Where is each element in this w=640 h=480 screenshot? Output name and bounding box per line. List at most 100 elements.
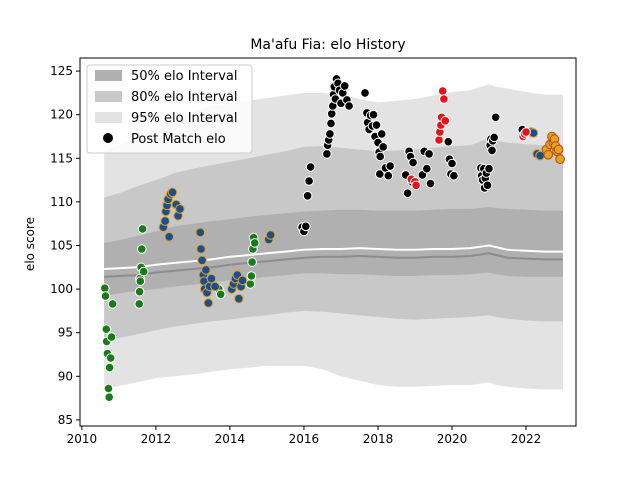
x-tick-label: 2014 [215, 432, 246, 446]
elo-point [210, 281, 220, 292]
elo-point [408, 157, 418, 168]
y-tick-label: 125 [50, 64, 73, 78]
elo-point [247, 257, 257, 267]
elo-point [424, 149, 434, 159]
elo-point [167, 187, 178, 198]
legend-swatch-95 [95, 112, 122, 123]
elo-point [434, 135, 444, 145]
x-tick-label: 2022 [511, 432, 542, 446]
legend-swatch-50 [95, 70, 122, 81]
elo-point [371, 120, 382, 130]
elo-point [137, 224, 148, 234]
elo-point [134, 299, 144, 309]
x-tick-label: 2018 [363, 432, 394, 446]
elo-point [107, 299, 118, 309]
elo-point [378, 142, 389, 152]
elo-point [376, 129, 387, 139]
elo-point [385, 161, 396, 171]
elo-point [160, 216, 170, 226]
elo-point [100, 283, 110, 294]
y-tick-label: 85 [58, 413, 73, 427]
elo-point [360, 88, 370, 98]
median-line [104, 244, 563, 270]
legend-box [86, 64, 253, 154]
elo-point [100, 291, 111, 301]
elo-point [234, 293, 244, 304]
legend-swatch-80 [95, 91, 122, 102]
elo-point [305, 162, 316, 172]
legend-label-80: 80% elo Interval [131, 90, 238, 105]
y-tick-label: 90 [58, 369, 73, 383]
elo-point [245, 279, 256, 289]
plot-frame [79, 57, 577, 427]
elo-point [375, 151, 386, 162]
elo-point [521, 127, 531, 137]
elo-point [437, 86, 448, 96]
elo-point [135, 276, 146, 287]
x-tick-label: 2012 [141, 432, 172, 446]
elo-point [344, 101, 354, 111]
elo-point [553, 144, 564, 155]
elo-point [249, 238, 260, 248]
elo-point [215, 289, 226, 300]
legend-label-95: 95% elo Interval [131, 111, 238, 126]
elo-point [304, 176, 314, 186]
elo-point [196, 244, 206, 254]
post-match-points [100, 74, 565, 403]
elo-point [201, 265, 211, 275]
elo-point [411, 180, 421, 191]
elo-point [246, 271, 257, 281]
y-tick-label: 100 [50, 282, 73, 296]
elo-point [134, 286, 145, 297]
elo-point [105, 353, 116, 363]
x-axis-ticks: 2010 2012 2014 2016 2018 2020 2022 [67, 426, 542, 446]
y-axis-label: elo score [23, 217, 37, 271]
band-50 [104, 207, 563, 297]
elo-point [326, 109, 337, 119]
elo-point [138, 266, 149, 277]
y-tick-label: 115 [50, 151, 73, 165]
elo-point [368, 109, 379, 120]
elo-point [489, 132, 500, 143]
elo-point [543, 150, 554, 160]
elo-point [137, 244, 147, 254]
y-tick-label: 95 [58, 326, 73, 340]
x-tick-label: 2010 [67, 432, 98, 446]
elo-point [237, 275, 248, 286]
elo-point [104, 362, 115, 373]
elo-point [195, 227, 206, 238]
elo-point [206, 273, 217, 284]
y-tick-label: 120 [50, 108, 73, 122]
elo-point [265, 230, 276, 240]
elo-point [484, 163, 494, 174]
elo-point [555, 154, 565, 164]
elo-point [440, 116, 451, 126]
elo-point [447, 158, 457, 169]
elo-point [164, 232, 174, 242]
elo-point [325, 129, 335, 139]
elo-point [383, 170, 394, 181]
elo-point [104, 392, 114, 403]
median-lines [104, 244, 563, 278]
elo-point [106, 332, 117, 342]
elo-point [203, 298, 214, 308]
elo-point [322, 149, 332, 159]
elo-point [197, 255, 207, 266]
elo-point [402, 188, 413, 198]
legend: 50% elo Interval 80% elo Interval 95% el… [86, 64, 253, 154]
legend-label-post-match: Post Match elo [131, 132, 226, 147]
elo-point [339, 81, 350, 91]
elo-point [103, 383, 114, 394]
elo-point [490, 112, 501, 123]
elo-point [487, 145, 497, 156]
legend-marker-post-match [103, 133, 113, 143]
median-shadow-line [104, 252, 563, 278]
elo-point [302, 191, 313, 201]
elo-point [449, 170, 459, 181]
x-tick-label: 2020 [437, 432, 468, 446]
legend-label-50: 50% elo Interval [131, 69, 238, 84]
elo-point [101, 324, 112, 335]
elo-point [301, 221, 311, 232]
elo-point [439, 94, 449, 104]
